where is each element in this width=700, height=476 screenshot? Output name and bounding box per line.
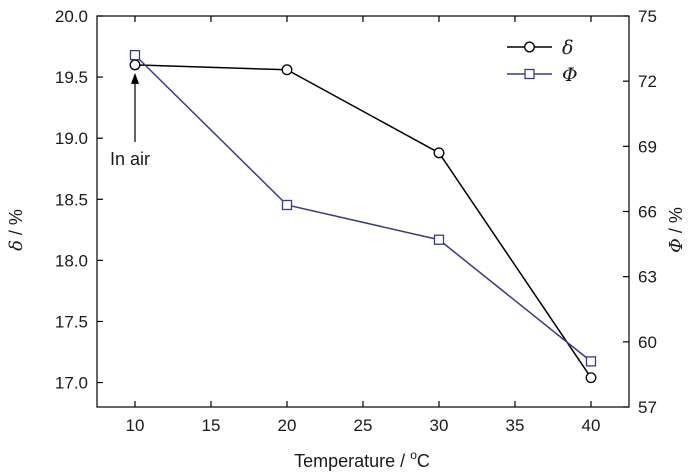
right-y-tick-label: 63 <box>638 268 657 287</box>
annotation-label: In air <box>110 149 150 169</box>
right-y-axis-title-unit: / % <box>666 207 686 238</box>
left-y-tick-label: 17.0 <box>55 374 88 393</box>
x-tick-label: 25 <box>354 416 373 435</box>
x-axis-ticks: 10 15 20 25 30 35 40 <box>126 16 601 435</box>
left-y-axis-title: δ / % <box>6 209 27 251</box>
right-y-tick-label: 72 <box>638 72 657 91</box>
data-point-phi <box>129 49 141 61</box>
left-y-axis-title-unit: / % <box>6 209 26 240</box>
left-y-tick-label: 18.0 <box>55 251 88 270</box>
right-y-tick-label: 57 <box>638 398 657 417</box>
data-point-delta <box>281 64 293 76</box>
right-y-tick-label: 60 <box>638 333 657 352</box>
series-layer <box>129 49 597 384</box>
series-line-phi <box>134 54 592 362</box>
legend-marker-phi <box>524 68 535 80</box>
legend: δΦ <box>507 37 578 86</box>
legend-marker-delta <box>524 41 535 53</box>
data-point-phi <box>585 356 597 367</box>
x-axis-title-degree: o <box>410 448 417 462</box>
legend-label-delta: δ <box>562 37 573 59</box>
x-tick-label: 35 <box>506 416 525 435</box>
data-point-delta <box>585 372 597 384</box>
data-point-phi <box>281 199 293 211</box>
x-axis-title-main: Temperature / <box>294 451 410 471</box>
left-y-axis-title-symbol: δ <box>6 240 27 251</box>
data-point-delta <box>129 59 141 71</box>
x-axis-title-unit: C <box>417 451 430 471</box>
x-tick-label: 20 <box>278 416 297 435</box>
right-y-axis-title: Φ / % <box>666 207 687 253</box>
x-tick-label: 15 <box>202 416 221 435</box>
left-y-tick-label: 18.5 <box>55 190 88 209</box>
left-y-tick-label: 19.5 <box>55 68 88 87</box>
data-point-delta <box>433 147 445 159</box>
right-y-tick-label: 69 <box>638 137 657 156</box>
x-tick-label: 40 <box>582 416 601 435</box>
right-y-axis-ticks: 57 60 63 66 69 72 75 <box>623 7 657 417</box>
right-y-axis-title-symbol: Φ <box>666 238 687 253</box>
right-y-tick-label: 75 <box>638 7 657 26</box>
left-y-axis-ticks: 17.0 17.5 18.0 18.5 19.0 19.5 20.0 <box>55 7 103 393</box>
left-y-tick-label: 19.0 <box>55 129 88 148</box>
right-y-tick-label: 66 <box>638 203 657 222</box>
x-tick-label: 30 <box>430 416 449 435</box>
left-y-tick-label: 17.5 <box>55 312 88 331</box>
x-tick-label: 10 <box>126 416 145 435</box>
annotation: In air <box>110 72 150 169</box>
x-axis-title: Temperature / oC <box>294 448 430 471</box>
data-point-phi <box>433 234 445 245</box>
annotation-arrowhead <box>131 72 139 84</box>
left-y-tick-label: 20.0 <box>55 7 88 26</box>
legend-label-phi: Φ <box>562 64 578 86</box>
series-line-delta <box>134 64 592 379</box>
